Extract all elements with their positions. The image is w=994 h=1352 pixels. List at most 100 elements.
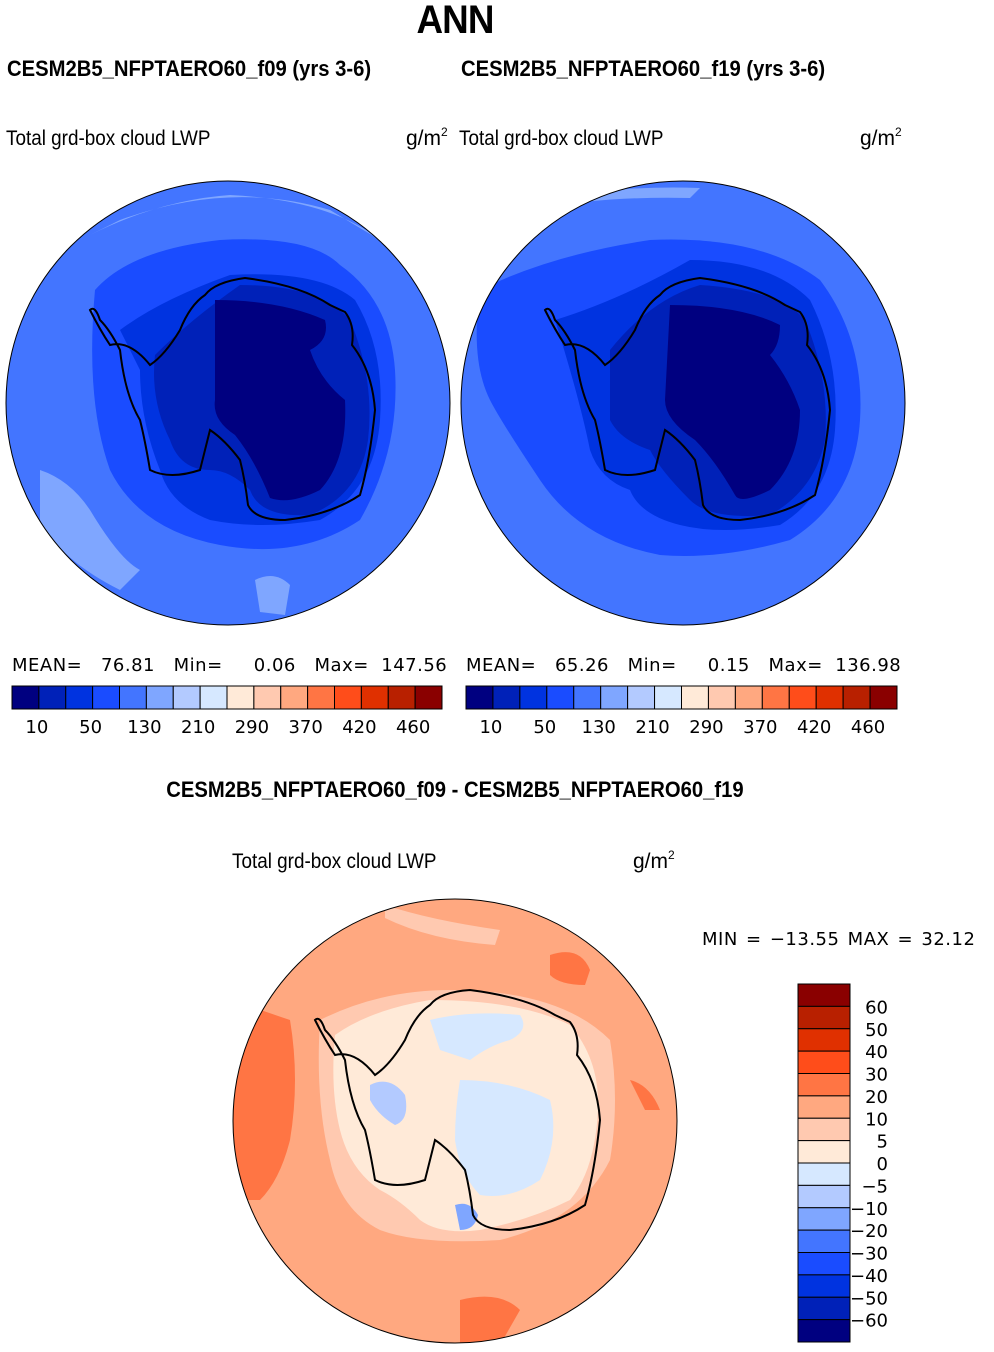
colorbar-tick-label: 60 xyxy=(865,997,888,1018)
field-patch-20-30 xyxy=(460,1296,520,1343)
colorbar-box xyxy=(307,685,335,710)
colorbar-box xyxy=(119,685,147,710)
field-patch-neg5-0 xyxy=(455,1080,554,1196)
colorbar-box xyxy=(465,685,494,710)
difference-variable-label: Total grd-box cloud LWP xyxy=(232,850,437,873)
colorbar-box xyxy=(797,1162,851,1186)
colorbar-box xyxy=(797,983,851,1007)
colorbar-box xyxy=(797,1207,851,1231)
colorbar-tick-label: 420 xyxy=(797,717,831,738)
colorbar-tick-label: 50 xyxy=(865,1020,888,1041)
colorbar-tick-label: 50 xyxy=(533,717,556,738)
colorbar-box xyxy=(145,685,174,710)
colorbar-box xyxy=(797,1296,851,1321)
colorbar-box xyxy=(681,685,709,710)
colorbar-tick-label: −30 xyxy=(850,1244,888,1265)
map-panel-1-border xyxy=(5,180,451,626)
min-value: 0.06 xyxy=(253,655,296,676)
panel-2-case-title: CESM2B5_NFPTAERO60_f19 (yrs 3-6) xyxy=(461,56,826,81)
colorbar-tick-label: 210 xyxy=(181,717,215,738)
colorbar-box xyxy=(815,685,844,710)
mean-label: MEAN= xyxy=(466,655,537,676)
field-patch-light xyxy=(40,470,140,590)
field-patch-neg5-0 xyxy=(430,1013,524,1060)
colorbar-tick-label: 20 xyxy=(865,1087,888,1108)
units-base: g/m xyxy=(860,127,896,150)
colorbar-tick-label: 0 xyxy=(877,1154,888,1175)
difference-title: CESM2B5_NFPTAERO60_f09 - CESM2B5_NFPTAER… xyxy=(166,777,744,802)
colorbar-box xyxy=(38,685,67,710)
colorbar-tick-label: −20 xyxy=(850,1221,888,1242)
max-value: 147.56 xyxy=(381,655,448,676)
colorbar-box xyxy=(734,685,763,710)
colorbar-tick-label: 370 xyxy=(288,717,322,738)
main-title: ANN xyxy=(416,0,495,42)
colorbar-box xyxy=(414,685,443,710)
colorbar-panel-1: 10 50 130 210 290 370 420 460 xyxy=(11,685,443,738)
colorbar-box xyxy=(172,685,201,710)
colorbar-box xyxy=(600,685,629,710)
colorbar-tick-label: 10 xyxy=(479,717,502,738)
colorbar-box xyxy=(627,685,656,710)
colorbar-box xyxy=(797,1117,851,1142)
field-patch-neg10 xyxy=(370,1081,407,1125)
colorbar-box xyxy=(11,685,40,710)
colorbar-box xyxy=(842,685,871,710)
map-panel-2-border xyxy=(460,180,906,626)
field-core xyxy=(665,305,800,499)
units-exponent: 2 xyxy=(441,125,448,139)
colorbar-box xyxy=(199,685,228,710)
colorbar-box xyxy=(797,1229,851,1253)
antarctica-coastline xyxy=(88,276,377,522)
colorbar-box xyxy=(797,1095,851,1119)
colorbar-tick-label: −5 xyxy=(861,1176,888,1197)
colorbar-box xyxy=(797,1073,851,1097)
min-value: 0.15 xyxy=(707,655,750,676)
colorbar-box xyxy=(797,1140,851,1164)
colorbar-tick-label: −40 xyxy=(850,1266,888,1287)
min-label: Min= xyxy=(627,655,677,676)
field-core xyxy=(214,300,346,501)
colorbar-box xyxy=(797,1252,851,1276)
difference-units: g/m2 xyxy=(633,848,675,874)
colorbar-tick-label: 10 xyxy=(25,717,48,738)
field-patch-20-30 xyxy=(630,1080,660,1110)
colorbar-box xyxy=(788,685,817,710)
colorbar-box xyxy=(65,685,94,710)
units-base: g/m xyxy=(406,127,442,150)
field-patch-20-30 xyxy=(233,1000,295,1200)
colorbar-tick-label: 30 xyxy=(865,1065,888,1086)
colorbar-tick-label: 210 xyxy=(635,717,669,738)
map-panel-1 xyxy=(6,181,450,625)
field-patch-light xyxy=(255,576,290,615)
max-label: Max= xyxy=(768,655,823,676)
colorbar-box xyxy=(253,685,282,710)
mean-value: 65.26 xyxy=(554,655,609,676)
colorbar-tick-label: 460 xyxy=(851,717,885,738)
units-exponent: 2 xyxy=(895,125,902,139)
colorbar-box xyxy=(707,685,736,710)
panel-2-variable-label: Total grd-box cloud LWP xyxy=(459,127,664,150)
panel-2-units: g/m2 xyxy=(860,125,902,151)
max-label: Max= xyxy=(314,655,369,676)
colorbar-box xyxy=(92,685,120,710)
colorbar-tick-label: 290 xyxy=(235,717,269,738)
units-base: g/m xyxy=(633,850,669,873)
antarctica-coastline xyxy=(313,988,602,1232)
units-exponent: 2 xyxy=(668,848,675,862)
map-panel-difference xyxy=(233,899,677,1343)
panel-2-stats: MEAN= 65.26 Min= 0.15 Max= 136.98 xyxy=(466,655,901,676)
colorbar-box xyxy=(334,685,362,710)
panel-1-stats: MEAN= 76.81 Min= 0.06 Max= 147.56 xyxy=(12,655,447,676)
colorbar-tick-label: 5 xyxy=(877,1132,888,1153)
colorbar-box xyxy=(360,685,389,710)
colorbar-tick-label: 50 xyxy=(79,717,102,738)
difference-minmax: MIN = −13.55 MAX = 32.12 xyxy=(702,929,976,950)
max-value: 136.98 xyxy=(835,655,902,676)
colorbar-tick-label: 130 xyxy=(127,717,161,738)
colorbar-box xyxy=(519,685,548,710)
colorbar-box xyxy=(797,1319,851,1343)
colorbar-box xyxy=(654,685,682,710)
antarctica-coastline xyxy=(543,276,832,522)
